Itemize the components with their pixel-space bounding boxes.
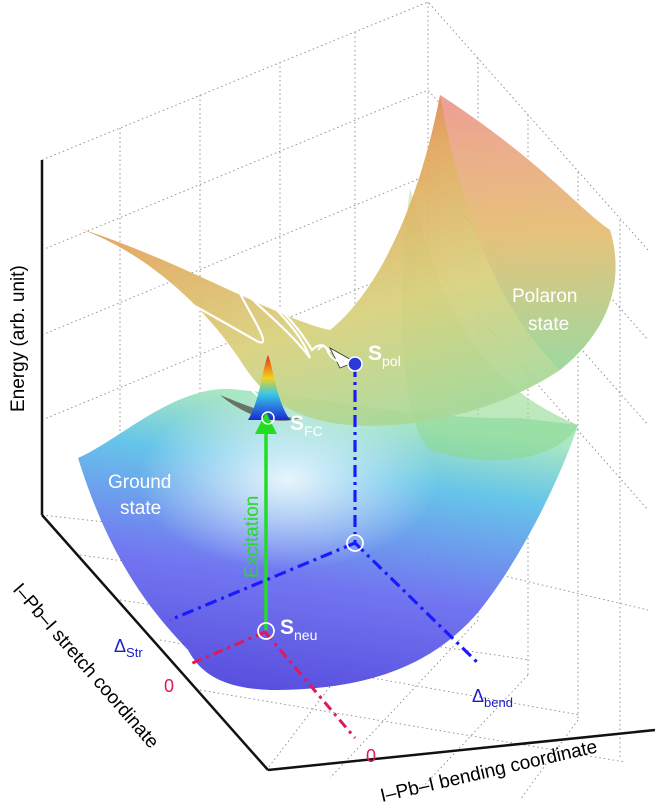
stretch-axis-line (41, 514, 269, 771)
blue-projection-lines (169, 365, 482, 667)
relaxation-path (155, 281, 331, 406)
zero-bend-label: 0 (366, 746, 376, 766)
origin-marker (346, 534, 364, 552)
red-projection-lines (187, 630, 357, 739)
bending-axis-line (267, 728, 656, 772)
energy-axis-label: Energy (arb. unit) (8, 265, 29, 412)
excitation-label: Excitation (242, 496, 263, 578)
stretch-axis-label: I–Pb–I stretch coordinate (8, 580, 162, 753)
polaron-state-label-line2: state (528, 314, 569, 335)
s-pol-marker (347, 356, 363, 372)
ground-state-surface (78, 388, 578, 690)
zero-stretch-label: 0 (164, 676, 174, 696)
polaron-state-surface (78, 95, 616, 461)
polaron-state-label-line1: Polaron (512, 286, 578, 307)
s-neu-marker (257, 622, 275, 640)
delta-str-label: ΔStr (114, 636, 143, 660)
s-pol-label: Spol (368, 342, 401, 369)
s-fc-label: SFC (290, 412, 323, 439)
s-fc-marker (261, 411, 275, 425)
axis-frame (40, 160, 656, 772)
ground-state-label-line2: state (120, 498, 161, 519)
wavepacket-peak (248, 355, 290, 420)
s-neu-label: Sneu (280, 616, 317, 643)
ground-state-label-line1: Ground (108, 472, 171, 493)
delta-bend-label: Δbend (472, 686, 513, 710)
